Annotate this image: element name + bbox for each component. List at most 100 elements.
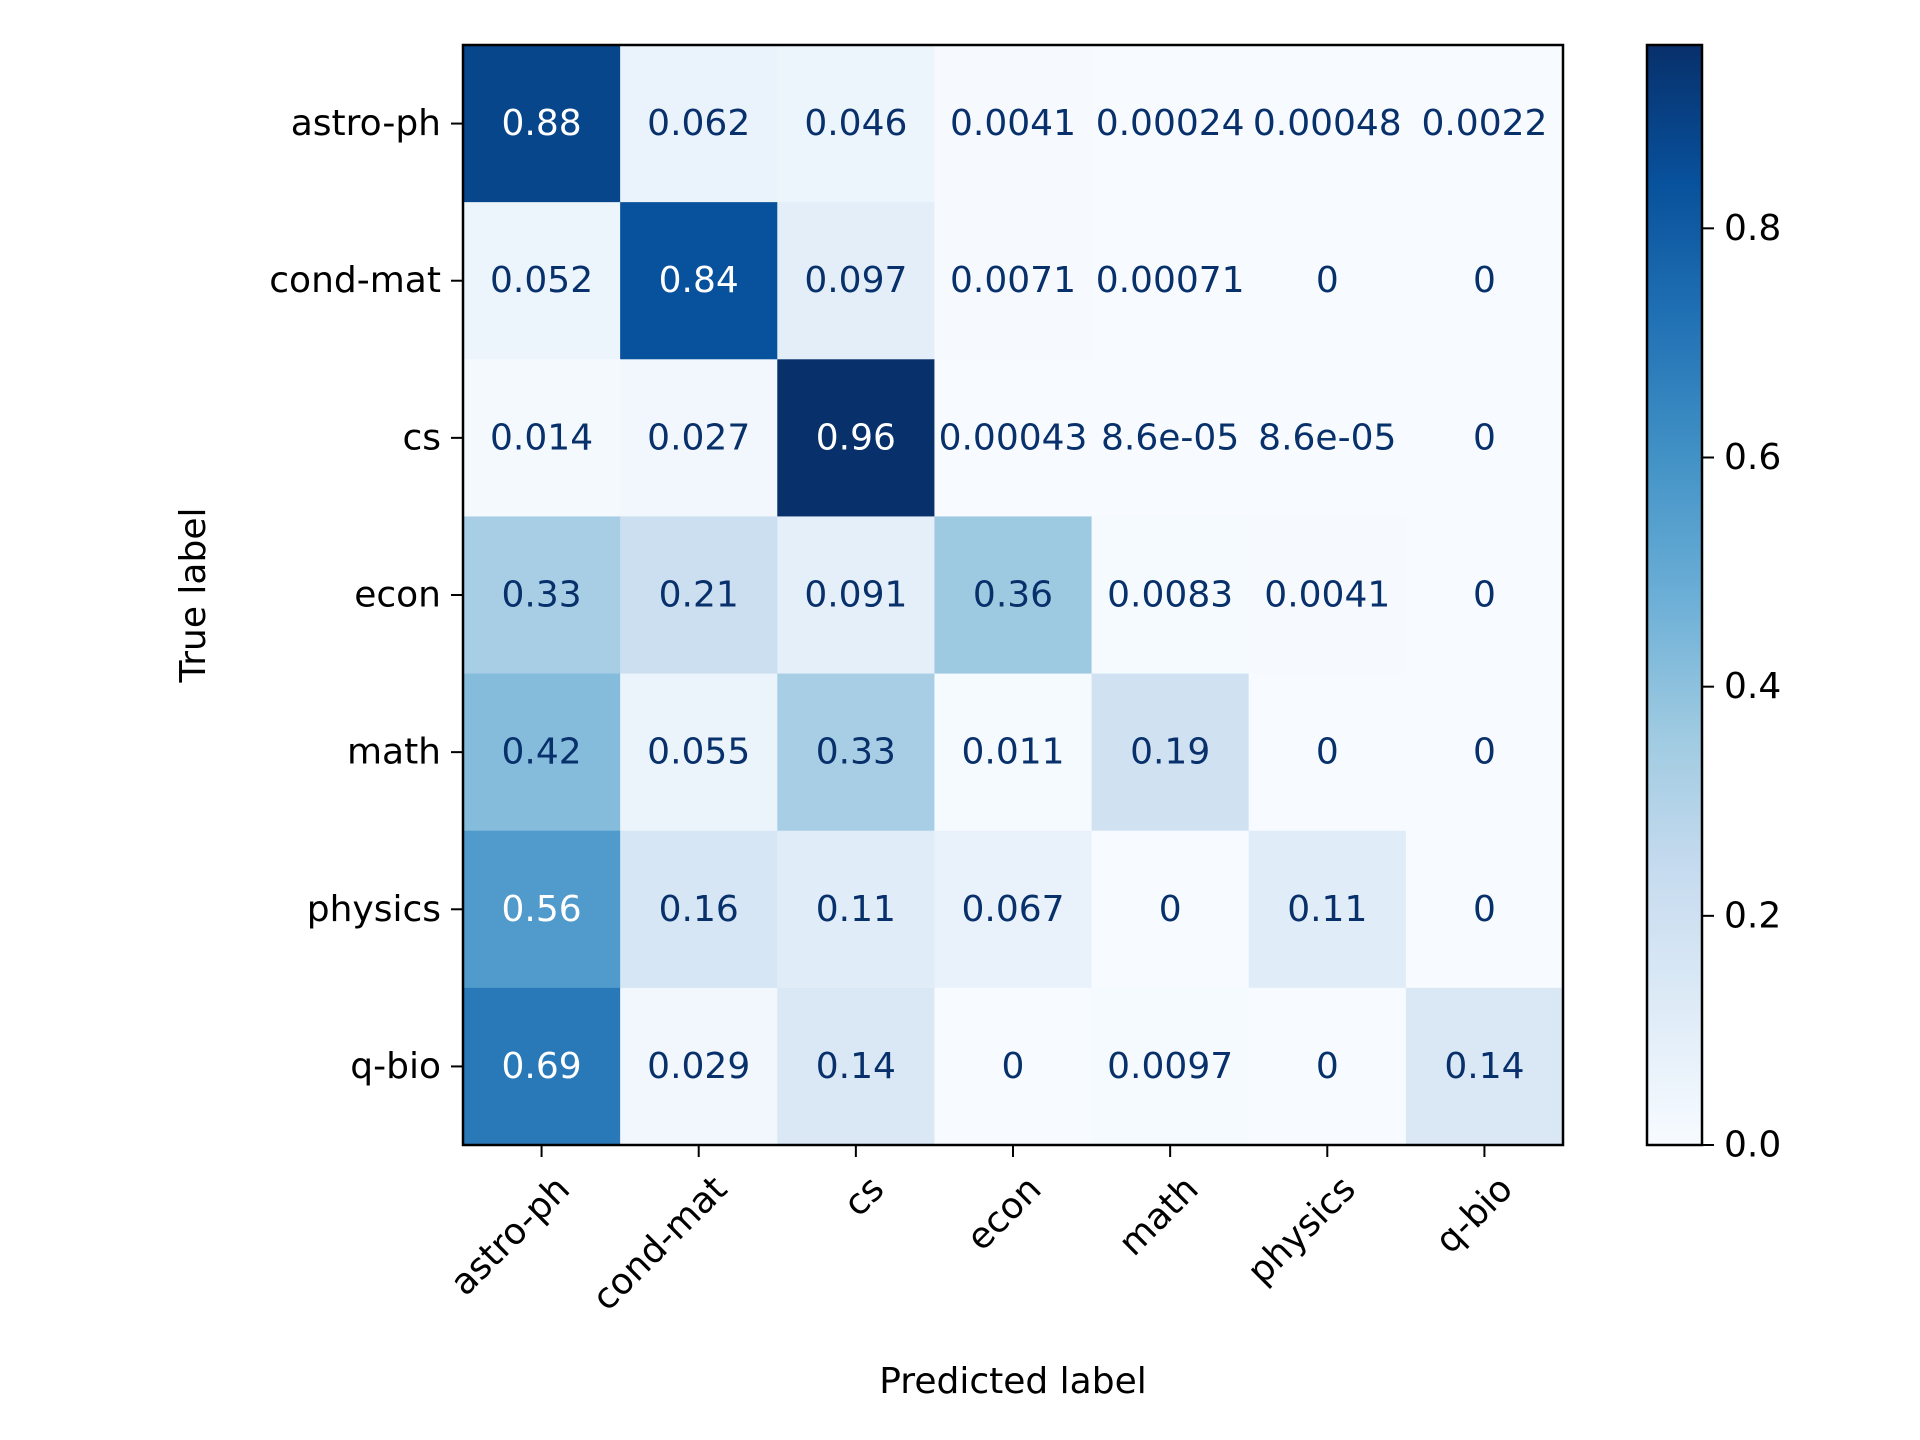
x-tick-label: econ	[959, 1168, 1049, 1258]
heatmap-cell	[1091, 830, 1250, 989]
cell-value-label: 0.091	[804, 575, 907, 616]
heatmap-cell	[777, 987, 935, 1146]
cell-value-label: 0.11	[816, 889, 896, 930]
cell-value-label: 0.14	[1444, 1046, 1524, 1087]
cell-value-label: 0.0022	[1421, 103, 1547, 144]
y-axis-label: True label	[173, 508, 214, 684]
cell-value-label: 0.011	[961, 732, 1064, 773]
cell-value-label: 0.21	[659, 575, 739, 616]
cell-value-label: 0	[1316, 260, 1339, 301]
cell-value-label: 0.96	[816, 417, 896, 458]
cell-value-label: 0.067	[961, 889, 1064, 930]
y-axis: astro-ph cond-mat cs econ math physics q-bio	[269, 103, 463, 1087]
cell-value-label: 0.36	[973, 575, 1053, 616]
cell-value-label: 0	[1473, 260, 1496, 301]
heatmap-cell	[620, 359, 778, 517]
heatmap-cell	[1248, 830, 1407, 989]
heatmap-cell	[1405, 987, 1564, 1146]
cell-value-label: 0	[1316, 732, 1339, 773]
cell-value-label: 0.052	[490, 260, 593, 301]
colorbar-tick-label: 0.0	[1724, 1125, 1781, 1166]
cell-value-label: 0.56	[501, 889, 581, 930]
heatmap-cell	[934, 516, 1093, 675]
heatmap-cell	[1405, 673, 1564, 832]
y-tick-label: q-bio	[350, 1046, 441, 1087]
cell-value-label: 0.0041	[950, 103, 1076, 144]
x-tick-label: math	[1111, 1168, 1207, 1264]
heatmap-cell	[934, 202, 1093, 360]
colorbar	[1645, 43, 1704, 1147]
heatmap-cell	[777, 516, 935, 675]
heatmap-cell	[463, 673, 621, 832]
heatmap-cell	[1091, 202, 1250, 360]
heatmap-cell	[1091, 359, 1250, 517]
heatmap-cell	[1248, 673, 1407, 832]
heatmap-cell	[777, 359, 935, 517]
heatmap-cell	[463, 516, 621, 675]
cell-value-label: 0.69	[501, 1046, 581, 1087]
y-tick-label: cs	[402, 417, 441, 458]
cell-value-label: 0.097	[804, 260, 907, 301]
cell-value-label: 0.00024	[1096, 103, 1245, 144]
cell-value-label: 0.0097	[1107, 1046, 1233, 1087]
x-tick-label: astro-ph	[443, 1168, 578, 1303]
heatmap-cell	[934, 359, 1093, 517]
heatmap-cell	[934, 987, 1093, 1146]
cell-value-label: 0.0071	[950, 260, 1076, 301]
cell-value-label: 0	[1473, 889, 1496, 930]
y-tick-label: math	[347, 732, 441, 773]
heatmap-cell	[1091, 987, 1250, 1146]
cell-value-label: 0	[1473, 417, 1496, 458]
cell-value-label: 0.029	[647, 1046, 750, 1087]
cell-value-label: 0.046	[804, 103, 907, 144]
heatmap-cell	[1405, 830, 1564, 989]
cell-value-label: 0.16	[659, 889, 739, 930]
cell-value-label: 0.027	[647, 417, 750, 458]
cell-value-label: 0.84	[659, 260, 739, 301]
heatmap-cell	[1091, 45, 1250, 203]
cell-value-label: 0.00048	[1253, 103, 1402, 144]
x-tick-label: cond-mat	[585, 1168, 735, 1318]
heatmap-cell	[934, 673, 1093, 832]
heatmap-cell	[1405, 359, 1564, 517]
heatmap-cell	[620, 45, 778, 203]
y-tick-label: physics	[307, 889, 441, 930]
heatmap-cell	[463, 987, 621, 1146]
cell-value-label: 0.33	[501, 575, 581, 616]
cell-value-label: 0.14	[816, 1046, 896, 1087]
cell-value-label: 0	[1473, 575, 1496, 616]
heatmap-cell	[1091, 516, 1250, 675]
cell-value-label: 0	[1002, 1046, 1025, 1087]
colorbar-tick-label: 0.4	[1724, 666, 1781, 707]
heatmap-cell	[620, 987, 778, 1146]
cell-value-label: 0	[1473, 732, 1496, 773]
heatmap-cell	[777, 673, 935, 832]
cell-value-label: 0	[1159, 889, 1182, 930]
heatmap-cell	[1248, 45, 1407, 203]
heatmap-cell	[463, 45, 621, 203]
heatmap-cell	[620, 673, 778, 832]
cell-value-label: 0.062	[647, 103, 750, 144]
heatmap-cell	[1248, 202, 1407, 360]
heatmap-cell	[1405, 202, 1564, 360]
heatmap-cell	[620, 516, 778, 675]
cell-value-label: 0.33	[816, 732, 896, 773]
heatmap-cells	[463, 45, 1564, 1146]
y-tick-label: astro-ph	[291, 103, 441, 144]
colorbar-ticks: 0.0 0.2 0.4 0.6 0.8	[1702, 208, 1781, 1166]
cell-value-label: 0.88	[501, 103, 581, 144]
heatmap-cell	[463, 202, 621, 360]
cell-value-label: 0.0041	[1264, 575, 1390, 616]
heatmap-cell	[1248, 359, 1407, 517]
cell-value-label: 0.0083	[1107, 575, 1233, 616]
x-tick-label: cs	[836, 1168, 892, 1224]
colorbar-tick-label: 0.8	[1724, 208, 1781, 249]
cell-value-label: 0.19	[1130, 732, 1210, 773]
x-axis-label: Predicted label	[879, 1361, 1147, 1402]
cell-value-label: 8.6e-05	[1258, 417, 1396, 458]
heatmap-cell	[934, 45, 1093, 203]
heatmap-cell	[463, 830, 621, 989]
heatmap-cell	[934, 830, 1093, 989]
heatmap-cell	[777, 202, 935, 360]
